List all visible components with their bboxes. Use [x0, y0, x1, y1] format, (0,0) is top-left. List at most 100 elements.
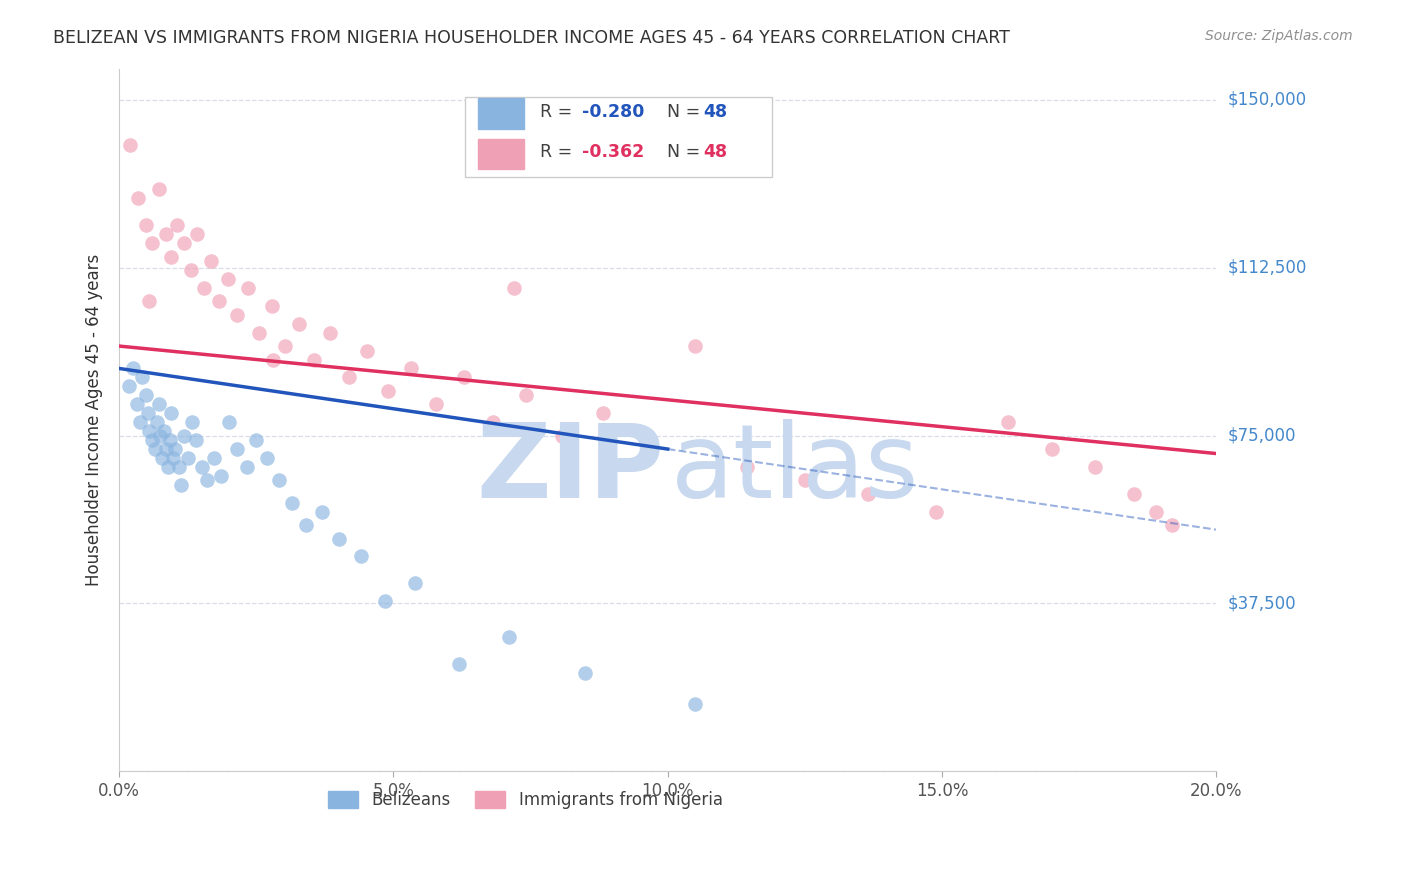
Point: [551, 428, 574, 442]
Point: [135, 218, 157, 232]
Point: [150, 450, 173, 465]
Point: [167, 459, 190, 474]
Point: [166, 218, 188, 232]
Point: [226, 442, 249, 456]
Point: [235, 459, 257, 474]
Point: [592, 406, 614, 420]
Point: [735, 459, 758, 474]
Point: [269, 474, 291, 488]
Point: [262, 352, 284, 367]
Point: [184, 433, 207, 447]
Text: atlas: atlas: [671, 418, 920, 520]
Point: [131, 370, 153, 384]
Point: [160, 250, 183, 264]
Text: $112,500: $112,500: [1227, 259, 1306, 277]
Text: $37,500: $37,500: [1227, 594, 1296, 613]
Point: [683, 339, 706, 353]
Point: [136, 406, 159, 420]
Point: [374, 594, 396, 608]
Point: [165, 442, 187, 456]
Point: [1040, 442, 1063, 456]
Text: -0.280: -0.280: [582, 103, 644, 121]
Point: [1161, 518, 1184, 533]
Point: [349, 549, 371, 564]
Point: [236, 281, 259, 295]
Text: -0.362: -0.362: [582, 144, 644, 161]
Point: [1144, 505, 1167, 519]
Point: [193, 281, 215, 295]
Point: [141, 236, 163, 251]
FancyBboxPatch shape: [465, 96, 772, 178]
Point: [209, 469, 232, 483]
Point: [162, 450, 184, 465]
Point: [574, 665, 596, 680]
Point: [856, 487, 879, 501]
Point: [190, 459, 212, 474]
Point: [226, 308, 249, 322]
Point: [294, 518, 316, 533]
Point: [200, 254, 222, 268]
Point: [399, 361, 422, 376]
Point: [256, 450, 278, 465]
Point: [217, 272, 239, 286]
Point: [498, 630, 520, 644]
Point: [356, 343, 378, 358]
Point: [177, 450, 200, 465]
Point: [997, 415, 1019, 429]
Point: [138, 294, 160, 309]
Point: [145, 415, 167, 429]
Point: [425, 397, 447, 411]
Point: [149, 428, 172, 442]
Point: [127, 191, 149, 205]
Point: [153, 424, 176, 438]
Point: [319, 326, 342, 340]
Point: [377, 384, 399, 398]
Point: [449, 657, 471, 671]
Point: [328, 532, 350, 546]
Text: ZIP: ZIP: [477, 418, 665, 520]
Point: [186, 227, 208, 242]
Point: [288, 317, 311, 331]
Point: [159, 433, 181, 447]
Point: [170, 478, 193, 492]
Point: [202, 450, 225, 465]
Point: [180, 263, 202, 277]
Bar: [478, 138, 524, 169]
Text: 48: 48: [703, 103, 727, 121]
Point: [148, 397, 170, 411]
Point: [125, 397, 148, 411]
Point: [302, 352, 325, 367]
Text: R =: R =: [540, 144, 578, 161]
Point: [118, 379, 141, 393]
Text: N =: N =: [655, 144, 706, 161]
Point: [135, 388, 157, 402]
Point: [482, 415, 505, 429]
Point: [218, 415, 240, 429]
Point: [173, 428, 195, 442]
Point: [281, 496, 304, 510]
Point: [453, 370, 475, 384]
Point: [515, 388, 537, 402]
Point: [311, 505, 333, 519]
Text: $75,000: $75,000: [1227, 426, 1296, 444]
Legend: Belizeans, Immigrants from Nigeria: Belizeans, Immigrants from Nigeria: [321, 784, 730, 816]
Point: [793, 474, 815, 488]
Text: Source: ZipAtlas.com: Source: ZipAtlas.com: [1205, 29, 1353, 43]
Point: [245, 433, 267, 447]
Text: $150,000: $150,000: [1227, 91, 1306, 109]
Point: [180, 415, 202, 429]
Point: [1122, 487, 1144, 501]
Point: [636, 442, 658, 456]
Point: [148, 182, 170, 196]
Point: [260, 299, 283, 313]
Point: [129, 415, 152, 429]
Point: [683, 697, 706, 711]
Point: [208, 294, 231, 309]
Point: [195, 474, 218, 488]
Text: N =: N =: [655, 103, 706, 121]
Point: [155, 227, 177, 242]
Point: [155, 442, 177, 456]
Point: [925, 505, 948, 519]
Point: [160, 406, 183, 420]
Point: [503, 281, 526, 295]
